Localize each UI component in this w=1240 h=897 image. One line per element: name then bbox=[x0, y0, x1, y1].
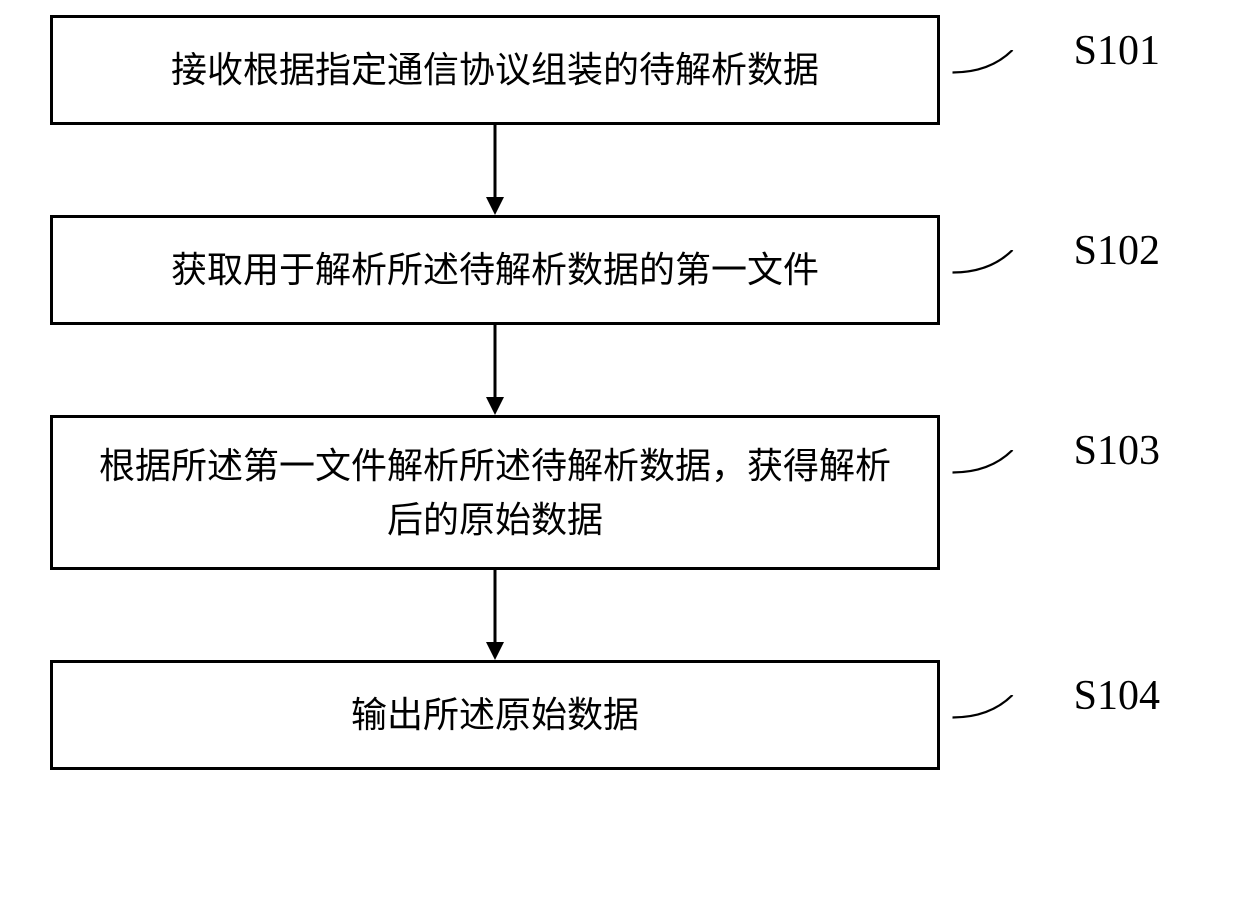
step-box-s102: 获取用于解析所述待解析数据的第一文件 bbox=[50, 215, 940, 325]
connector-curve-s102 bbox=[940, 250, 1040, 280]
step-wrapper-4: 输出所述原始数据 S104 bbox=[50, 660, 940, 770]
step-label-s103: S103 bbox=[1074, 427, 1160, 475]
step-text-s103: 根据所述第一文件解析所述待解析数据，获得解析后的原始数据 bbox=[83, 439, 907, 547]
step-label-s101: S101 bbox=[1074, 27, 1160, 75]
step-box-s101: 接收根据指定通信协议组装的待解析数据 bbox=[50, 15, 940, 125]
step-text-s101: 接收根据指定通信协议组装的待解析数据 bbox=[171, 43, 819, 97]
step-box-s104: 输出所述原始数据 bbox=[50, 660, 940, 770]
connector-curve-s101 bbox=[940, 50, 1040, 80]
step-wrapper-2: 获取用于解析所述待解析数据的第一文件 S102 bbox=[50, 215, 940, 325]
step-text-s102: 获取用于解析所述待解析数据的第一文件 bbox=[171, 243, 819, 297]
arrow-1 bbox=[50, 125, 940, 215]
connector-curve-s104 bbox=[940, 695, 1040, 725]
connector-curve-s103 bbox=[940, 450, 1040, 480]
step-label-s102: S102 bbox=[1074, 227, 1160, 275]
step-wrapper-1: 接收根据指定通信协议组装的待解析数据 S101 bbox=[50, 15, 940, 125]
arrow-2 bbox=[50, 325, 940, 415]
arrow-3 bbox=[50, 570, 940, 660]
step-wrapper-3: 根据所述第一文件解析所述待解析数据，获得解析后的原始数据 S103 bbox=[50, 415, 940, 570]
step-box-s103: 根据所述第一文件解析所述待解析数据，获得解析后的原始数据 bbox=[50, 415, 940, 570]
flowchart-container: 接收根据指定通信协议组装的待解析数据 S101 获取用于解析所述待解析数据的第一… bbox=[50, 15, 1190, 770]
step-text-s104: 输出所述原始数据 bbox=[351, 688, 639, 742]
step-label-s104: S104 bbox=[1074, 672, 1160, 720]
